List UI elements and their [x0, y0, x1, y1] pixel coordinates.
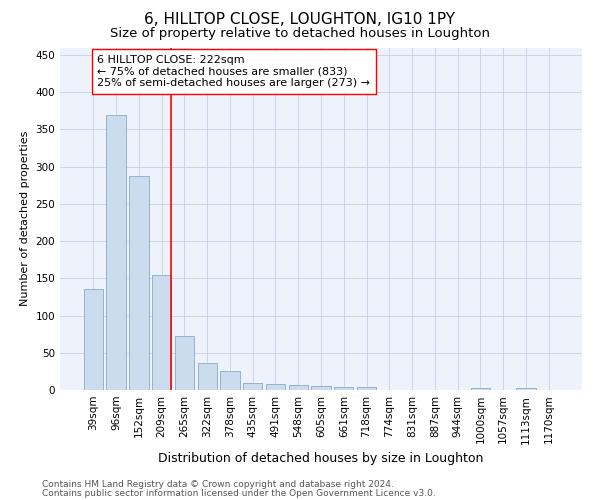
- Bar: [84, 290, 103, 390]
- Bar: [220, 372, 239, 390]
- Bar: [152, 274, 172, 390]
- Bar: [106, 114, 126, 390]
- Bar: [129, 176, 149, 390]
- Text: Contains public sector information licensed under the Open Government Licence v3: Contains public sector information licen…: [42, 489, 436, 498]
- Bar: [289, 385, 308, 390]
- X-axis label: Distribution of detached houses by size in Loughton: Distribution of detached houses by size …: [158, 452, 484, 465]
- Text: Contains HM Land Registry data © Crown copyright and database right 2024.: Contains HM Land Registry data © Crown c…: [42, 480, 394, 489]
- Y-axis label: Number of detached properties: Number of detached properties: [20, 131, 30, 306]
- Text: Size of property relative to detached houses in Loughton: Size of property relative to detached ho…: [110, 28, 490, 40]
- Bar: [311, 386, 331, 390]
- Bar: [334, 387, 353, 390]
- Text: 6 HILLTOP CLOSE: 222sqm
← 75% of detached houses are smaller (833)
25% of semi-d: 6 HILLTOP CLOSE: 222sqm ← 75% of detache…: [97, 55, 370, 88]
- Bar: [516, 388, 536, 390]
- Bar: [357, 387, 376, 390]
- Bar: [470, 388, 490, 390]
- Bar: [175, 336, 194, 390]
- Bar: [197, 363, 217, 390]
- Bar: [266, 384, 285, 390]
- Bar: [243, 382, 262, 390]
- Text: 6, HILLTOP CLOSE, LOUGHTON, IG10 1PY: 6, HILLTOP CLOSE, LOUGHTON, IG10 1PY: [145, 12, 455, 28]
